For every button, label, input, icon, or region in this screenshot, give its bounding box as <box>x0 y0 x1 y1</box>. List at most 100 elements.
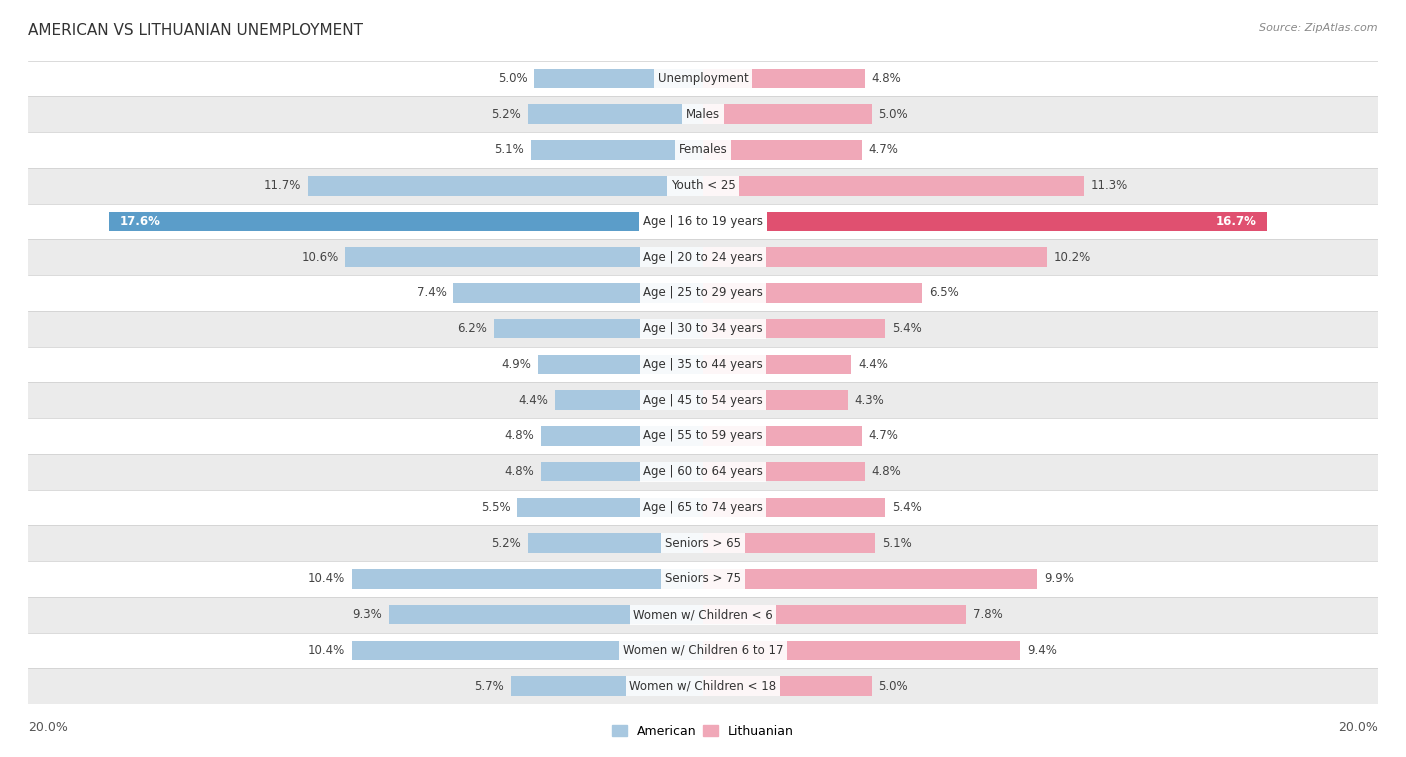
Bar <box>28 204 1378 239</box>
Text: Unemployment: Unemployment <box>658 72 748 85</box>
Bar <box>703 497 886 517</box>
Text: AMERICAN VS LITHUANIAN UNEMPLOYMENT: AMERICAN VS LITHUANIAN UNEMPLOYMENT <box>28 23 363 38</box>
Text: Age | 25 to 29 years: Age | 25 to 29 years <box>643 286 763 300</box>
Bar <box>703 104 872 124</box>
Text: 5.0%: 5.0% <box>879 680 908 693</box>
Text: Age | 65 to 74 years: Age | 65 to 74 years <box>643 501 763 514</box>
Bar <box>703 462 865 481</box>
Bar <box>346 248 703 267</box>
Bar <box>703 391 848 410</box>
Text: 17.6%: 17.6% <box>120 215 160 228</box>
Text: Seniors > 65: Seniors > 65 <box>665 537 741 550</box>
Text: 5.5%: 5.5% <box>481 501 510 514</box>
Text: 20.0%: 20.0% <box>1339 721 1378 734</box>
Bar <box>28 668 1378 704</box>
Text: 4.8%: 4.8% <box>872 72 901 85</box>
Bar <box>703 640 1021 660</box>
Text: Females: Females <box>679 143 727 157</box>
Bar <box>703 569 1038 589</box>
Text: 6.5%: 6.5% <box>929 286 959 300</box>
Bar <box>527 534 703 553</box>
Bar <box>703 176 1084 195</box>
Text: 4.9%: 4.9% <box>501 358 531 371</box>
Bar <box>703 426 862 446</box>
Text: 4.3%: 4.3% <box>855 394 884 407</box>
Text: 16.7%: 16.7% <box>1216 215 1257 228</box>
Text: 4.4%: 4.4% <box>517 394 548 407</box>
Bar <box>28 61 1378 96</box>
Bar <box>703 676 872 696</box>
Text: 5.2%: 5.2% <box>491 537 520 550</box>
Text: 4.7%: 4.7% <box>869 143 898 157</box>
Bar <box>531 140 703 160</box>
Bar <box>703 212 1267 231</box>
Text: 5.4%: 5.4% <box>891 322 922 335</box>
Text: 4.7%: 4.7% <box>869 429 898 442</box>
Text: Women w/ Children < 6: Women w/ Children < 6 <box>633 608 773 621</box>
Bar <box>703 534 875 553</box>
Bar <box>28 347 1378 382</box>
Bar <box>28 418 1378 453</box>
Text: 4.4%: 4.4% <box>858 358 889 371</box>
Bar <box>28 453 1378 490</box>
Bar <box>554 391 703 410</box>
Bar <box>541 462 703 481</box>
Bar <box>28 132 1378 168</box>
Text: Males: Males <box>686 107 720 120</box>
Bar <box>703 69 865 89</box>
Text: 7.8%: 7.8% <box>973 608 1002 621</box>
Bar <box>28 168 1378 204</box>
Bar <box>453 283 703 303</box>
Text: 5.7%: 5.7% <box>474 680 503 693</box>
Bar <box>28 633 1378 668</box>
Text: 7.4%: 7.4% <box>416 286 447 300</box>
Bar <box>28 239 1378 275</box>
Text: Women w/ Children 6 to 17: Women w/ Children 6 to 17 <box>623 644 783 657</box>
Text: 9.3%: 9.3% <box>353 608 382 621</box>
Bar <box>537 354 703 374</box>
Text: 5.1%: 5.1% <box>882 537 911 550</box>
Bar <box>28 96 1378 132</box>
Text: Age | 35 to 44 years: Age | 35 to 44 years <box>643 358 763 371</box>
Bar <box>494 319 703 338</box>
Text: 10.4%: 10.4% <box>308 644 346 657</box>
Text: Age | 55 to 59 years: Age | 55 to 59 years <box>643 429 763 442</box>
Bar <box>28 275 1378 311</box>
Bar <box>352 569 703 589</box>
Text: Seniors > 75: Seniors > 75 <box>665 572 741 585</box>
Bar <box>28 311 1378 347</box>
Text: 4.8%: 4.8% <box>505 465 534 478</box>
Text: 5.0%: 5.0% <box>498 72 527 85</box>
Text: 20.0%: 20.0% <box>28 721 67 734</box>
Text: 5.4%: 5.4% <box>891 501 922 514</box>
Text: Age | 16 to 19 years: Age | 16 to 19 years <box>643 215 763 228</box>
Text: Age | 60 to 64 years: Age | 60 to 64 years <box>643 465 763 478</box>
Bar <box>28 490 1378 525</box>
Bar <box>703 283 922 303</box>
Text: 9.9%: 9.9% <box>1043 572 1074 585</box>
Legend: American, Lithuanian: American, Lithuanian <box>607 720 799 743</box>
Text: 10.2%: 10.2% <box>1054 251 1091 263</box>
Text: 10.6%: 10.6% <box>301 251 339 263</box>
Text: 11.7%: 11.7% <box>264 179 301 192</box>
Text: Age | 20 to 24 years: Age | 20 to 24 years <box>643 251 763 263</box>
Bar <box>28 561 1378 597</box>
Text: Age | 30 to 34 years: Age | 30 to 34 years <box>643 322 763 335</box>
Bar <box>110 212 703 231</box>
Bar <box>541 426 703 446</box>
Text: 9.4%: 9.4% <box>1026 644 1057 657</box>
Bar <box>28 382 1378 418</box>
Bar <box>527 104 703 124</box>
Text: Women w/ Children < 18: Women w/ Children < 18 <box>630 680 776 693</box>
Text: 4.8%: 4.8% <box>872 465 901 478</box>
Bar <box>28 525 1378 561</box>
Bar <box>703 140 862 160</box>
Text: 4.8%: 4.8% <box>505 429 534 442</box>
Text: Youth < 25: Youth < 25 <box>671 179 735 192</box>
Bar <box>703 354 852 374</box>
Text: Age | 45 to 54 years: Age | 45 to 54 years <box>643 394 763 407</box>
Bar <box>308 176 703 195</box>
Bar <box>510 676 703 696</box>
Bar <box>28 597 1378 633</box>
Bar <box>517 497 703 517</box>
